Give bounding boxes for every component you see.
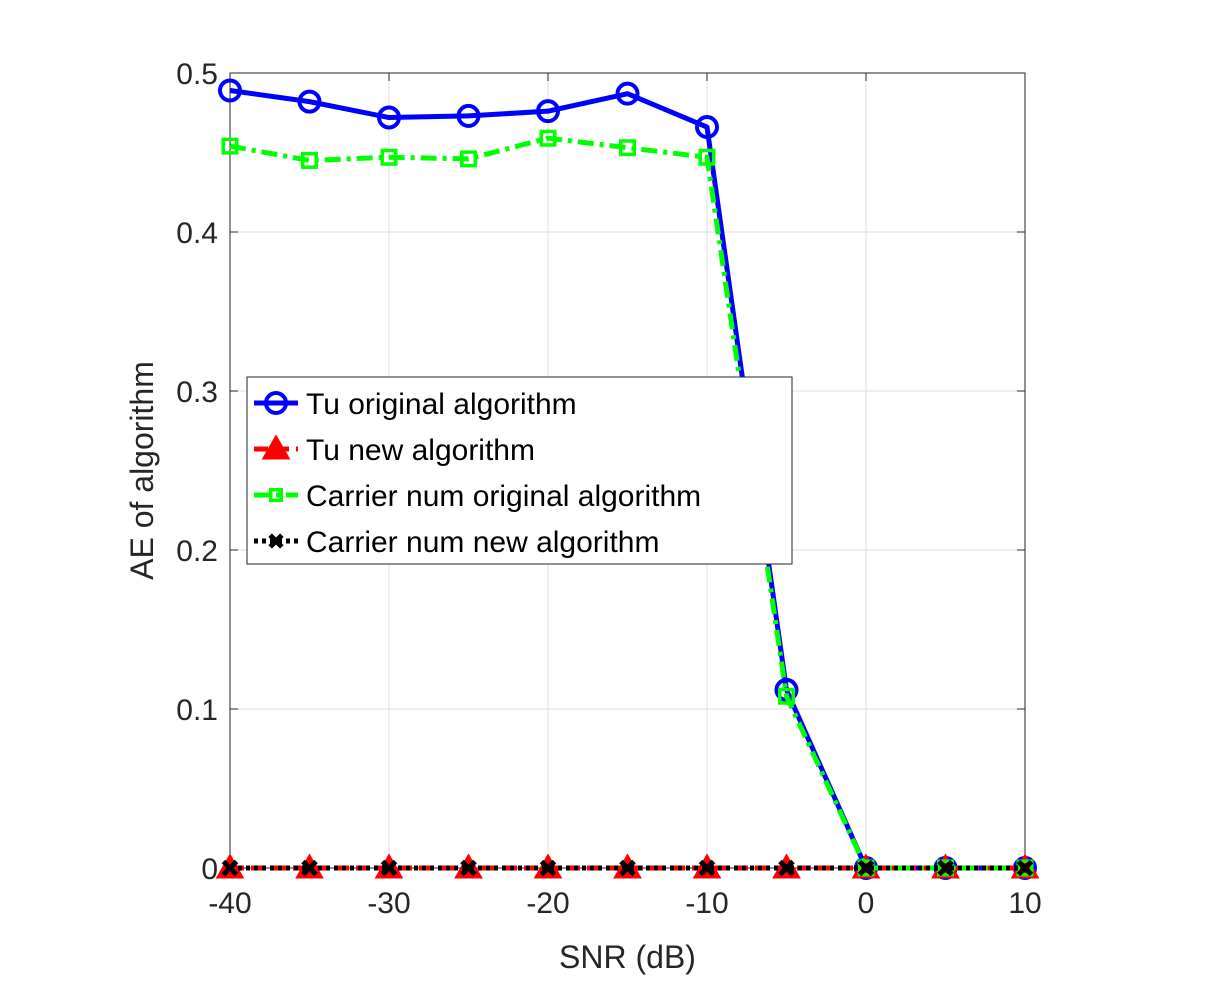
y-tick-label: 0.4 (176, 217, 218, 250)
data-point-x-stroke (778, 859, 795, 877)
legend-box (246, 376, 793, 565)
data-point-square (619, 139, 636, 157)
y-tick-label: 0.1 (176, 694, 218, 727)
data-point-x (778, 859, 795, 877)
data-point-circle (297, 89, 322, 114)
x-tick-label: 0 (858, 887, 875, 920)
data-point-x (619, 859, 636, 877)
data-point-x-stroke (380, 859, 398, 877)
series-line-3 (229, 135, 1025, 871)
data-point-x-stroke (221, 859, 239, 877)
data-point-circle (536, 99, 560, 124)
data-point-square (698, 148, 716, 166)
data-point-x (937, 859, 954, 877)
data-point-square (301, 151, 318, 169)
data-point-x (380, 859, 398, 877)
data-point-circle (218, 78, 242, 103)
legend-label: Tu new algorithm (306, 434, 535, 467)
y-tick-label: 0 (201, 853, 218, 886)
series-4 (221, 859, 1034, 877)
data-point-x-stroke (857, 859, 875, 877)
data-point-x (539, 859, 557, 877)
x-tick-label: -10 (685, 887, 728, 920)
legend-item-2: Tu new algorithm (254, 434, 535, 467)
data-point-x-stroke (937, 859, 954, 877)
data-point-triangle (261, 434, 291, 460)
data-point-square (1016, 859, 1034, 877)
legend-label: Tu original algorithm (306, 388, 577, 421)
data-point-x (698, 859, 716, 877)
data-point-x-stroke (539, 859, 557, 877)
legend: Tu original algorithm Tu new algorithm Car… (246, 376, 793, 565)
data-point-x-stroke (460, 859, 477, 877)
data-point-x-stroke (619, 859, 636, 877)
series-group (215, 78, 1040, 880)
data-point-circle (264, 391, 288, 415)
x-tick-label: -40 (208, 887, 251, 920)
data-point-square (221, 137, 239, 155)
data-point-x (221, 859, 239, 877)
legend-label: Carrier num new algorithm (306, 526, 659, 559)
data-point-x (857, 859, 875, 877)
x-tick-label: -30 (367, 887, 410, 920)
x-tick-label: 10 (1008, 887, 1041, 920)
data-point-x (268, 533, 284, 549)
data-point-x (460, 859, 477, 877)
x-tick-label: -20 (526, 887, 569, 920)
data-point-x-stroke (1016, 859, 1034, 877)
data-point-circle (615, 81, 640, 106)
series-3 (221, 129, 1034, 877)
data-point-x-stroke (698, 859, 716, 877)
data-point-square (778, 687, 795, 705)
data-point-square (380, 148, 398, 166)
data-point-x (1016, 859, 1034, 877)
data-point-square (460, 150, 477, 168)
data-point-circle (456, 103, 481, 128)
legend-item-4: Carrier num new algorithm (254, 526, 659, 559)
data-point-circle (377, 105, 401, 130)
data-point-square (269, 488, 283, 502)
legend-item-1: Tu original algorithm (254, 388, 577, 421)
data-point-x (301, 859, 318, 877)
tick-labels: -40 -30 -20 -10 0 10 0 0.1 0.2 0.3 0.4 0.5 (176, 58, 1041, 920)
data-point-square (539, 129, 557, 147)
legend-item-3: Carrier num original algorithm (254, 480, 701, 513)
y-axis-label: AE of algorithm (124, 361, 160, 580)
y-tick-label: 0.3 (176, 376, 218, 409)
x-axis-label: SNR (dB) (559, 939, 696, 975)
data-point-x-stroke (301, 859, 318, 877)
y-tick-label: 0.5 (176, 58, 218, 91)
data-point-x-stroke (268, 533, 284, 549)
y-tick-label: 0.2 (176, 535, 218, 568)
data-point-circle (695, 115, 719, 140)
legend-label: Carrier num original algorithm (306, 480, 701, 513)
